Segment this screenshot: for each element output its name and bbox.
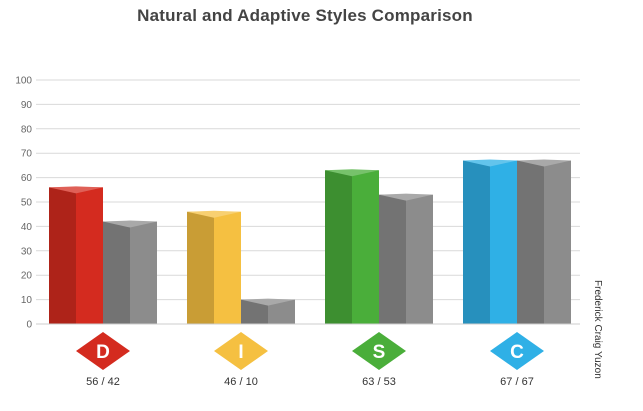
y-tick-label-10: 10	[21, 295, 33, 306]
value-label-s: 63 / 53	[362, 376, 396, 388]
category-marker-c	[490, 332, 544, 370]
category-marker-d	[76, 332, 130, 370]
y-tick-label-70: 70	[21, 149, 33, 160]
y-tick-label-20: 20	[21, 271, 33, 282]
category-label-i: I	[238, 342, 243, 363]
y-tick-label-50: 50	[21, 198, 33, 209]
y-tick-label-90: 90	[21, 100, 33, 111]
category-label-d: D	[96, 342, 110, 363]
category-marker-s	[352, 332, 406, 370]
bar-c-series-1	[463, 159, 517, 324]
bar-c-series-2	[517, 159, 571, 324]
y-tick-label-100: 100	[15, 76, 32, 87]
value-label-c: 67 / 67	[500, 376, 534, 388]
y-tick-label-30: 30	[21, 246, 33, 257]
bar-s-series-2	[379, 193, 433, 324]
y-tick-label-0: 0	[26, 320, 32, 331]
value-label-d: 56 / 42	[86, 376, 120, 388]
category-marker-i	[214, 332, 268, 370]
bar-i-series-2	[241, 298, 295, 324]
y-tick-label-40: 40	[21, 222, 33, 233]
category-label-c: C	[510, 342, 524, 363]
category-label-s: S	[373, 342, 386, 363]
y-tick-label-60: 60	[21, 173, 33, 184]
bar-d-series-1	[49, 186, 103, 324]
bar-s-series-1	[325, 169, 379, 324]
y-tick-label-80: 80	[21, 124, 33, 135]
bar-i-series-1	[187, 210, 241, 324]
value-label-i: 46 / 10	[224, 376, 258, 388]
chart-title: Natural and Adaptive Styles Comparison	[137, 6, 473, 25]
bar-d-series-2	[103, 220, 157, 324]
